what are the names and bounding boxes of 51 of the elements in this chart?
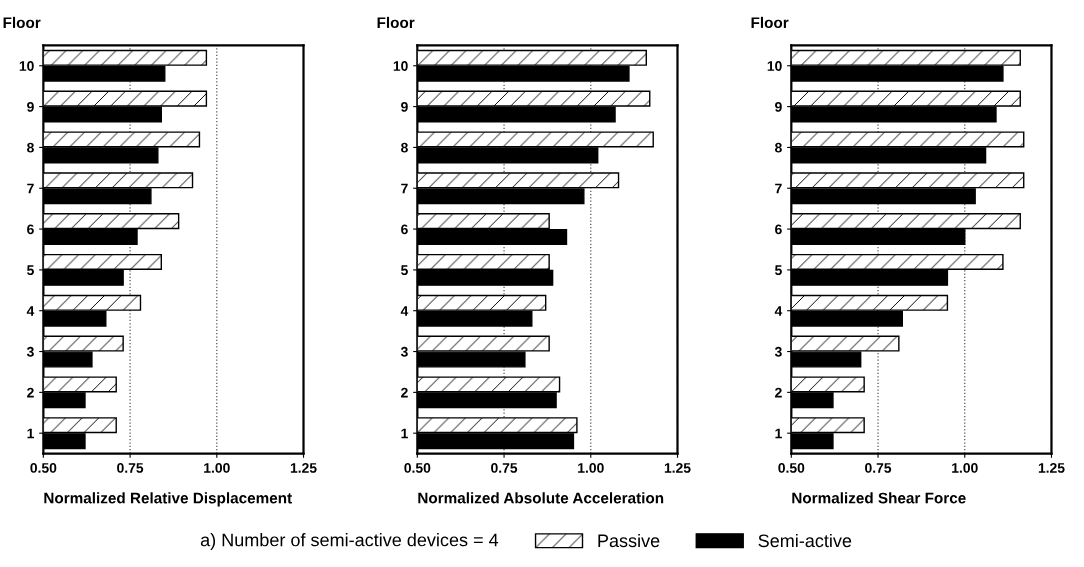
y-tick-label: 2 — [775, 387, 782, 398]
y-tick-label: 7 — [775, 183, 782, 194]
x-tick-label: 0.75 — [491, 462, 518, 473]
y-tick-label: 1 — [775, 428, 782, 439]
y-tick-label: 6 — [27, 224, 34, 235]
y-tick-label: 9 — [401, 101, 408, 112]
x-axis-title: Normalized Shear Force — [792, 492, 966, 504]
y-tick-label: 5 — [27, 265, 34, 276]
y-tick-label: 8 — [401, 142, 408, 153]
y-tick-label: 6 — [401, 224, 408, 235]
legend-label: Passive — [598, 533, 660, 548]
y-tick-label: 10 — [19, 61, 34, 71]
y-tick-label: 9 — [775, 101, 782, 112]
y-axis-title: Floor — [3, 16, 41, 29]
y-tick-label: 8 — [775, 142, 782, 153]
y-tick-label: 1 — [27, 428, 34, 439]
x-tick-label: 1.25 — [1038, 462, 1065, 473]
x-tick-label: 0.75 — [117, 462, 144, 473]
x-tick-label: 0.50 — [778, 462, 805, 473]
y-tick-label: 3 — [774, 346, 782, 357]
x-tick-label: 1.25 — [290, 462, 317, 473]
y-tick-label: 3 — [26, 346, 34, 357]
y-tick-label: 7 — [401, 183, 408, 194]
x-tick-label: 0.50 — [30, 462, 57, 473]
y-tick-label: 7 — [27, 183, 34, 194]
y-axis-title: Floor — [377, 16, 415, 29]
x-axis-title: Normalized Absolute Acceleration — [418, 492, 664, 504]
y-tick-label: 2 — [27, 387, 34, 398]
y-tick-label: 4 — [400, 306, 409, 316]
x-tick-label: 0.50 — [404, 462, 431, 473]
y-tick-label: 3 — [400, 346, 408, 357]
legend-label: Semi-active — [758, 533, 852, 548]
y-tick-label: 8 — [27, 142, 34, 153]
x-tick-label: 1.00 — [952, 462, 978, 473]
x-tick-label: 0.75 — [865, 462, 892, 473]
y-tick-label: 4 — [26, 306, 35, 316]
y-tick-label: 5 — [775, 265, 782, 276]
y-tick-label: 2 — [401, 387, 408, 398]
x-tick-label: 1.00 — [204, 462, 230, 473]
y-tick-label: 4 — [774, 306, 783, 316]
text: a) Number of semi-active devices = 4 — [200, 533, 499, 550]
y-tick-label: 6 — [775, 224, 782, 235]
y-tick-label: 10 — [767, 61, 782, 71]
x-tick-label: 1.25 — [664, 462, 691, 473]
x-tick-label: 1.00 — [578, 462, 604, 473]
y-tick-label: 10 — [393, 61, 408, 71]
y-tick-label: 5 — [401, 265, 408, 276]
y-axis-title: Floor — [751, 16, 789, 29]
y-tick-label: 1 — [401, 428, 408, 439]
x-axis-title: Normalized Relative Displacement — [44, 492, 292, 507]
y-tick-label: 9 — [27, 101, 34, 112]
